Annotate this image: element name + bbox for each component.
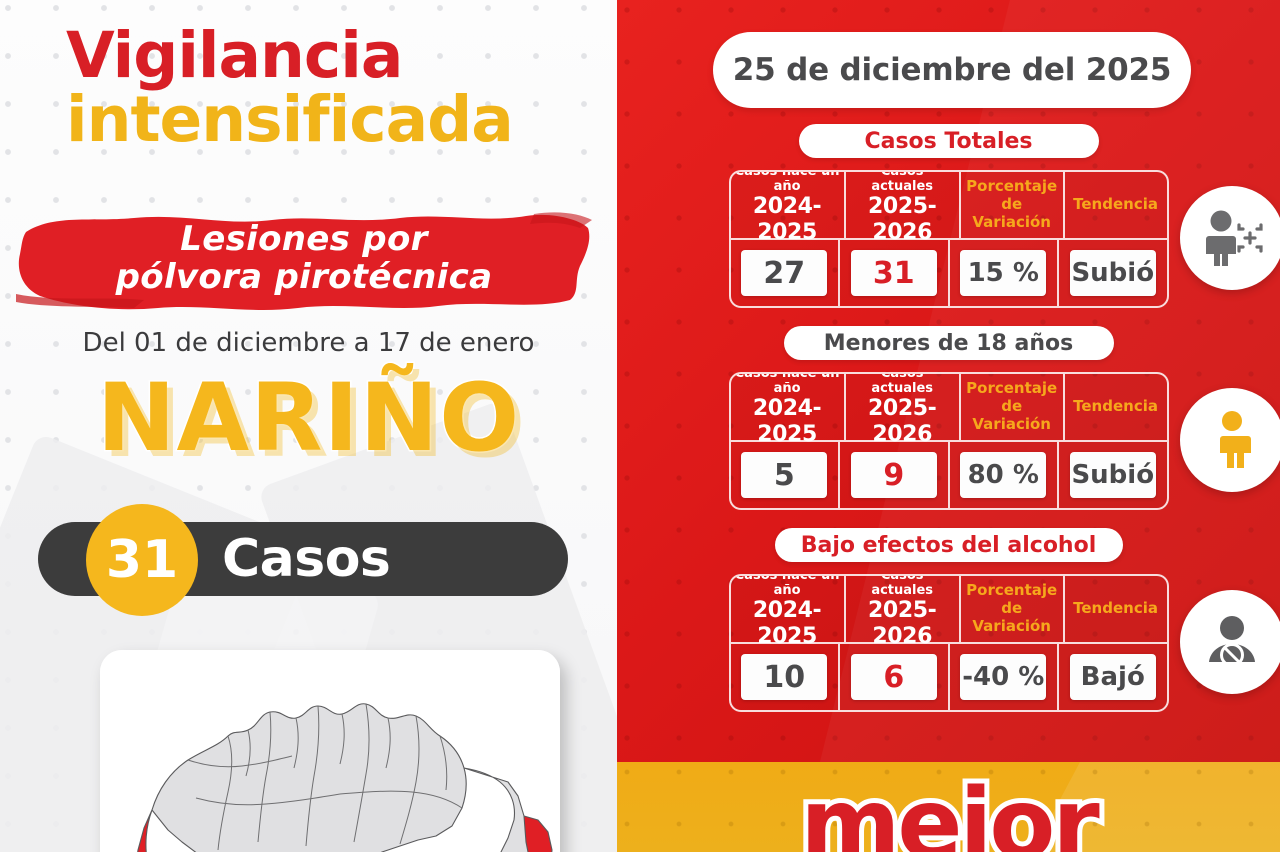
value-trend: Subió <box>1069 452 1156 498</box>
column-header-prev-year-small: Casos hace un año <box>734 170 840 195</box>
child-person-icon <box>1216 411 1251 468</box>
date-range-label: Del 01 de diciembre a 17 de enero <box>82 328 535 358</box>
table-value-row: 10 6 -40 % Bajó <box>731 644 1167 710</box>
value-current-year: 9 <box>850 452 937 498</box>
cell-variation: 15 % <box>950 240 1059 306</box>
value-current-year: 6 <box>850 654 937 700</box>
column-header-variation-big: Variación <box>972 414 1051 433</box>
table-value-row: 5 9 80 % Subió <box>731 442 1167 508</box>
cell-current-year: 9 <box>840 442 950 508</box>
column-header-current-year: Casos actuales 2025-2026 <box>845 372 961 447</box>
value-trend: Subió <box>1069 250 1156 296</box>
column-header-variation-small: Porcentaje de <box>966 581 1058 618</box>
table-value-row: 27 31 15 % Subió <box>731 240 1167 306</box>
value-prev-year: 5 <box>741 452 828 498</box>
cell-prev-year: 10 <box>731 644 840 710</box>
subtitle-line-2: pólvora pirotécnica <box>115 257 493 297</box>
data-table-menores-18: Casos hace un año 2024-2025 Casos actual… <box>728 372 1169 510</box>
column-header-current-year-small: Casos actuales <box>871 170 934 195</box>
total-cases-count: 31 <box>86 504 198 616</box>
bottom-gold-band: mejor <box>617 762 1280 852</box>
section-title-casos-totales: Casos Totales <box>798 124 1099 158</box>
table-header-row: Casos hace un año 2024-2025 Casos actual… <box>730 170 1167 245</box>
value-prev-year: 10 <box>741 654 828 700</box>
value-variation: 80 % <box>960 452 1047 498</box>
section-menores-18: Menores de 18 años Casos hace un año 202… <box>617 326 1280 510</box>
person-add-icon <box>1206 210 1263 266</box>
headline-line-2: intensificada <box>66 83 514 157</box>
section-title-menores-18: Menores de 18 años <box>783 326 1114 360</box>
column-header-prev-year-big: 2024-2025 <box>752 598 822 650</box>
column-header-variation-big: Variación <box>972 616 1051 635</box>
column-header-trend-big: Tendencia <box>1073 397 1158 416</box>
left-panel: Vigilancia intensificada Lesiones por pó… <box>0 0 617 852</box>
report-date-pill: 25 de diciembre del 2025 <box>713 32 1191 108</box>
page-title: Vigilancia intensificada <box>0 0 617 157</box>
cell-variation: 80 % <box>950 442 1059 508</box>
icon-badge-bajo-alcohol <box>1180 590 1280 694</box>
column-header-variation: Porcentaje de Variación <box>960 374 1065 442</box>
column-header-trend-big: Tendencia <box>1073 195 1158 214</box>
region-title: NARIÑO <box>95 364 521 473</box>
section-casos-totales: Casos Totales Casos hace un año 2024-202… <box>617 124 1280 308</box>
gold-band-dot-pattern <box>617 762 1280 852</box>
column-header-current-year: Casos actuales 2025-2026 <box>845 170 961 245</box>
column-header-current-year-small: Casos actuales <box>871 574 934 599</box>
column-header-prev-year-big: 2024-2025 <box>752 194 822 246</box>
column-header-variation-small: Porcentaje de <box>966 379 1058 416</box>
column-header-variation-big: Variación <box>972 212 1051 231</box>
column-header-prev-year-big: 2024-2025 <box>752 396 822 448</box>
cell-prev-year: 27 <box>731 240 840 306</box>
column-header-trend: Tendencia <box>1064 576 1167 644</box>
total-cases-label: Casos <box>222 529 391 589</box>
table-header-row: Casos hace un año 2024-2025 Casos actual… <box>730 372 1167 447</box>
person-no-alcohol-icon <box>1209 616 1255 667</box>
column-header-trend: Tendencia <box>1064 172 1167 240</box>
cell-trend: Subió <box>1059 442 1167 508</box>
table-header-row: Casos hace un año 2024-2025 Casos actual… <box>730 574 1167 649</box>
column-header-current-year-big: 2025-2026 <box>868 194 937 246</box>
subtitle-line-1: Lesiones por <box>180 218 428 259</box>
value-current-year: 31 <box>850 250 937 296</box>
bottom-word-clip: mejor <box>617 762 1280 852</box>
value-variation: 15 % <box>960 250 1047 296</box>
bottom-band-word: mejor <box>795 768 1104 852</box>
cell-variation: -40 % <box>950 644 1059 710</box>
cell-current-year: 6 <box>840 644 950 710</box>
column-header-prev-year: Casos hace un año 2024-2025 <box>730 372 846 447</box>
data-table-casos-totales: Casos hace un año 2024-2025 Casos actual… <box>728 170 1169 308</box>
cell-current-year: 31 <box>840 240 950 306</box>
cell-prev-year: 5 <box>731 442 840 508</box>
column-header-prev-year: Casos hace un año 2024-2025 <box>730 170 846 245</box>
column-header-current-year-small: Casos actuales <box>871 372 934 397</box>
section-title-bajo-alcohol: Bajo efectos del alcohol <box>774 528 1123 562</box>
section-bajo-alcohol: Bajo efectos del alcohol Casos hace un a… <box>617 528 1280 712</box>
value-prev-year: 27 <box>741 250 828 296</box>
column-header-variation: Porcentaje de Variación <box>960 172 1065 240</box>
column-header-trend: Tendencia <box>1064 374 1167 442</box>
column-header-variation-small: Porcentaje de <box>966 177 1058 214</box>
column-header-current-year: Casos actuales 2025-2026 <box>845 574 961 649</box>
left-panel-content: Vigilancia intensificada Lesiones por pó… <box>0 0 617 852</box>
column-header-prev-year: Casos hace un año 2024-2025 <box>730 574 846 649</box>
headline-line-1: Vigilancia <box>66 19 403 92</box>
column-header-current-year-big: 2025-2026 <box>868 396 937 448</box>
value-trend: Bajó <box>1069 654 1156 700</box>
column-header-prev-year-small: Casos hace un año <box>734 574 840 599</box>
brush-stroke-banner: Lesiones por pólvora pirotécnica <box>14 196 594 320</box>
subtitle-block: Lesiones por pólvora pirotécnica <box>14 196 594 320</box>
icon-badge-casos-totales <box>1180 186 1280 290</box>
data-table-bajo-alcohol: Casos hace un año 2024-2025 Casos actual… <box>728 574 1169 712</box>
column-header-prev-year-small: Casos hace un año <box>734 372 840 397</box>
icon-badge-menores-18 <box>1180 388 1280 492</box>
map-card <box>100 650 560 852</box>
column-header-current-year-big: 2025-2026 <box>868 598 937 650</box>
cell-trend: Bajó <box>1059 644 1167 710</box>
value-variation: -40 % <box>960 654 1047 700</box>
column-header-variation: Porcentaje de Variación <box>960 576 1065 644</box>
column-header-trend-big: Tendencia <box>1073 599 1158 618</box>
narino-map-svg <box>100 650 560 852</box>
cell-trend: Subió <box>1059 240 1167 306</box>
